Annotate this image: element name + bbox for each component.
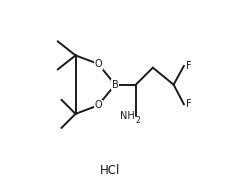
- Text: F: F: [186, 61, 191, 71]
- Text: O: O: [94, 100, 102, 110]
- Text: F: F: [186, 99, 191, 109]
- Text: HCl: HCl: [100, 164, 120, 177]
- Text: 2: 2: [135, 116, 140, 125]
- Text: NH: NH: [120, 111, 134, 121]
- Text: O: O: [94, 59, 102, 69]
- Text: B: B: [111, 80, 118, 90]
